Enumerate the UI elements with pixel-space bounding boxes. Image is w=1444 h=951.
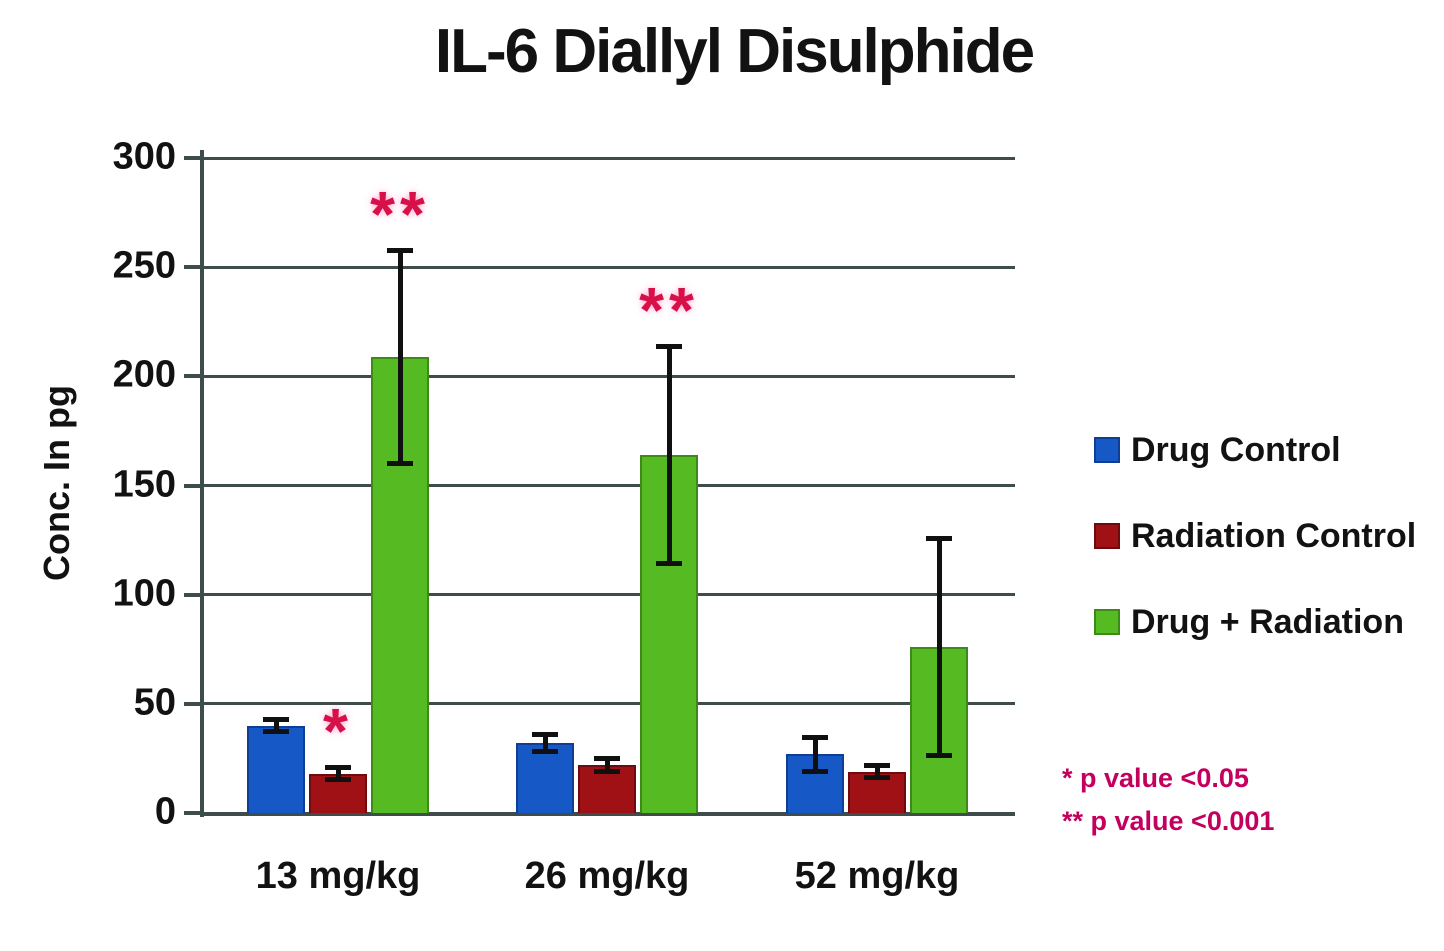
error-bar-cap-bottom <box>656 561 682 567</box>
error-bar-cap-top <box>594 756 620 762</box>
y-axis-tick-50 <box>184 701 204 706</box>
error-bar <box>874 764 880 779</box>
footnote-p-0001: ** p value <0.001 <box>1062 806 1275 836</box>
legend-item-drug-control: Drug Control <box>1094 432 1416 468</box>
error-bar-cap-bottom <box>532 748 558 754</box>
y-axis-tick-150 <box>184 483 204 488</box>
legend-swatch-drug-control <box>1094 437 1120 463</box>
error-bar-cap-bottom <box>263 729 289 735</box>
error-bar <box>542 734 548 752</box>
x-tick-label-52mgkg: 52 mg/kg <box>794 855 960 897</box>
error-bar-cap-top <box>926 535 952 541</box>
legend-item-radiation-control: Radiation Control <box>1094 518 1416 554</box>
error-bar-cap-bottom <box>325 777 351 783</box>
y-axis-tick-0 <box>184 811 204 815</box>
error-bar-cap-top <box>656 343 682 349</box>
x-tick-label-13mgkg: 13 mg/kg <box>255 855 421 897</box>
error-bar <box>936 537 942 757</box>
y-tick-label-200: 200 <box>112 353 176 396</box>
legend-item-drug-radiation: Drug + Radiation <box>1094 604 1416 640</box>
significance-marker: * <box>323 695 353 768</box>
error-bar-cap-top <box>864 762 890 768</box>
legend-label-radiation-control: Radiation Control <box>1131 517 1417 555</box>
error-bar-cap-top <box>802 734 828 740</box>
error-bar-cap-bottom <box>802 768 828 774</box>
error-bar <box>604 758 610 772</box>
error-bar-cap-bottom <box>387 460 413 466</box>
error-bar-cap-top <box>325 765 351 771</box>
y-tick-label-0: 0 <box>154 790 176 833</box>
error-bar <box>812 736 818 772</box>
gridline-250 <box>204 265 1015 269</box>
y-tick-label-150: 150 <box>112 463 176 506</box>
legend-label-drug-control: Drug Control <box>1131 431 1341 469</box>
bar-drug-control-2 <box>516 743 574 813</box>
significance-footnote: * p value <0.05 ** p value <0.001 <box>1062 757 1274 843</box>
significance-marker: ** <box>639 273 699 346</box>
gridline-200 <box>204 374 1015 378</box>
gridline-300 <box>204 156 1015 160</box>
error-bar-cap-top <box>532 732 558 738</box>
error-bar-cap-bottom <box>594 768 620 774</box>
y-tick-label-50: 50 <box>133 681 176 724</box>
legend-swatch-radiation-control <box>1094 523 1120 549</box>
legend-swatch-drug-radiation <box>1094 609 1120 635</box>
gridline-150 <box>204 484 1015 487</box>
y-tick-label-300: 300 <box>112 135 176 178</box>
error-bar-cap-top <box>263 717 289 723</box>
x-tick-label-26mgkg: 26 mg/kg <box>524 855 690 897</box>
error-bar-cap-bottom <box>926 753 952 759</box>
chart-title: IL-6 Diallyl Disulphide <box>434 17 1035 86</box>
error-bar-cap-top <box>387 247 413 253</box>
y-tick-label-100: 100 <box>112 572 176 615</box>
gridline-0 <box>204 811 1015 816</box>
legend-label-drug-radiation: Drug + Radiation <box>1131 603 1404 641</box>
y-axis-tick-300 <box>184 156 204 160</box>
legend: Drug Control Radiation Control Drug + Ra… <box>1094 432 1416 640</box>
y-axis-tick-250 <box>184 265 204 270</box>
y-axis-tick-100 <box>184 592 204 597</box>
error-bar <box>273 719 279 733</box>
error-bar-cap-bottom <box>864 775 890 781</box>
gridline-50 <box>204 702 1015 706</box>
error-bar <box>666 345 672 565</box>
significance-marker: ** <box>370 177 430 250</box>
y-axis-tick-200 <box>184 374 204 379</box>
plot-area: 13 mg/kg 26 mg/kg 52 mg/kg 0 50 100 150 200 2… <box>113 136 1015 897</box>
error-bar <box>397 249 403 464</box>
gridline-100 <box>204 593 1015 597</box>
error-bar <box>335 767 341 781</box>
y-tick-label-250: 250 <box>112 244 176 287</box>
footnote-p-005: * p value <0.05 <box>1062 763 1249 793</box>
